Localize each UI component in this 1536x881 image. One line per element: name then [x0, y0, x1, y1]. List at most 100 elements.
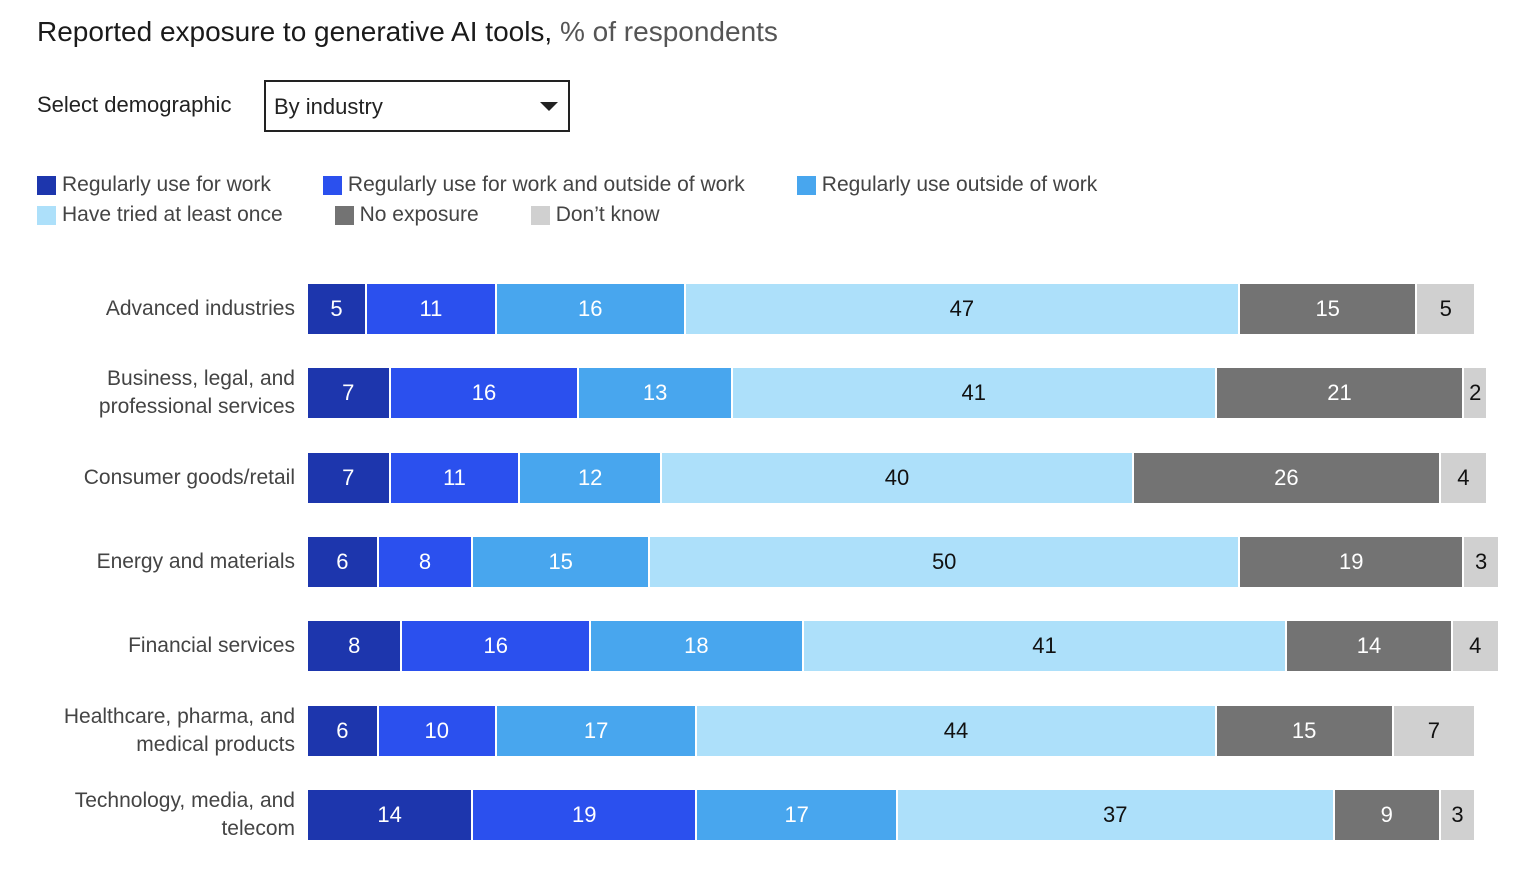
- legend-swatch: [322, 175, 342, 195]
- value-label: 7: [342, 380, 355, 406]
- bar-segment: 3: [1464, 536, 1498, 587]
- bar-segment: 3: [1440, 789, 1475, 840]
- bar-segment: 10: [378, 705, 495, 756]
- bar-segment: 47: [685, 284, 1239, 334]
- bar-segment: 26: [1134, 452, 1439, 503]
- bar-segment: 17: [496, 705, 696, 756]
- bar-segment: 8: [378, 536, 472, 587]
- legend-label: Have tried at least once: [62, 203, 283, 226]
- value-label: 6: [336, 717, 349, 743]
- value-label: 5: [330, 296, 343, 321]
- bar-segment: 14: [1287, 621, 1451, 672]
- value-label: 10: [424, 717, 450, 743]
- value-label: 8: [348, 633, 361, 659]
- bar-segment: 40: [662, 452, 1132, 503]
- value-label: 11: [443, 464, 466, 490]
- legend-swatch: [334, 205, 354, 225]
- legend-label: No exposure: [359, 203, 479, 226]
- value-label: 7: [1427, 717, 1441, 743]
- bar-segment: 7: [308, 452, 389, 503]
- bar-segment: 41: [803, 621, 1286, 672]
- value-label: 14: [377, 801, 402, 827]
- value-label: 7: [342, 464, 355, 490]
- value-label: 6: [336, 548, 349, 574]
- value-label: 12: [577, 464, 603, 490]
- value-label: 15: [1315, 296, 1340, 321]
- value-label: 17: [583, 717, 609, 743]
- value-label: 13: [642, 380, 668, 406]
- value-label: 41: [961, 380, 986, 406]
- dropdown-value: By industry: [274, 94, 383, 119]
- value-label: 3: [1474, 548, 1488, 574]
- bar-segment: 4: [1440, 452, 1486, 503]
- dropdown-arrow: [540, 102, 558, 111]
- category-label: Energy and materials: [96, 549, 295, 573]
- category-label: Advanced industries: [105, 297, 295, 320]
- value-label: 50: [931, 548, 957, 574]
- bar-segment: 18: [591, 621, 802, 672]
- chart-title: Reported exposure to generative AI tools…: [37, 16, 553, 47]
- bar-segment: 2: [1464, 368, 1486, 419]
- value-label: 9: [1380, 801, 1393, 827]
- value-label: 2: [1469, 380, 1482, 406]
- legend-item: Have tried at least once: [37, 203, 283, 227]
- category-label: Business, legal, and professional servic…: [98, 367, 295, 419]
- control-label: Select demographic: [37, 92, 232, 117]
- legend-label: Don’t know: [555, 203, 660, 226]
- legend-swatch: [530, 205, 550, 225]
- value-label: 15: [1291, 717, 1317, 743]
- value-label: 14: [1356, 633, 1382, 659]
- bar-segment: 11: [390, 452, 519, 503]
- bar-segment: 41: [732, 368, 1215, 419]
- value-label: 19: [1339, 548, 1364, 574]
- bar-segment: 16: [496, 284, 684, 334]
- bar-segment: 7: [308, 368, 389, 419]
- legend-item: No exposure: [334, 203, 479, 227]
- bar-segment: 19: [1240, 536, 1463, 587]
- legend-item: Regularly use outside of work: [796, 173, 1098, 197]
- value-label: 17: [784, 801, 809, 827]
- legend-item: Regularly use for work and outside of wo…: [322, 173, 745, 197]
- legend-label: Regularly use for work and outside of wo…: [347, 173, 745, 196]
- value-label: 47: [949, 296, 975, 321]
- bar-segment: 8: [308, 621, 401, 672]
- bar-segment: 11: [367, 284, 495, 334]
- value-label: 26: [1274, 464, 1299, 490]
- value-label: 40: [884, 464, 910, 490]
- bar-segment: 9: [1334, 789, 1439, 840]
- value-label: 15: [548, 548, 573, 574]
- value-label: 19: [572, 801, 597, 827]
- legend: Regularly use for work Regularly use for …: [37, 173, 1257, 227]
- legend-label: Regularly use for work: [62, 173, 271, 196]
- bar-segment: 5: [1417, 284, 1475, 334]
- bar-segment: 16: [402, 621, 590, 672]
- demographic-dropdown[interactable]: By industry: [264, 80, 570, 132]
- bar-segment: 15: [1240, 284, 1416, 334]
- category-label: Healthcare, pharma, and medical products: [63, 704, 295, 756]
- bar-segment: 19: [473, 789, 696, 840]
- bar-segment: 4: [1452, 621, 1498, 672]
- value-label: 3: [1451, 801, 1464, 827]
- bar-segment: 13: [579, 368, 731, 419]
- value-label: 4: [1457, 464, 1470, 490]
- legend-swatch: [796, 175, 816, 195]
- value-label: 8: [418, 548, 432, 574]
- value-label: 21: [1327, 380, 1352, 406]
- bar-segment: 5: [308, 284, 365, 334]
- value-label: 11: [419, 296, 443, 321]
- legend-label: Regularly use outside of work: [821, 173, 1098, 196]
- chart-subtitle: % of respondents: [560, 16, 778, 47]
- chart-heading: Reported exposure to generative AI tools…: [37, 16, 778, 48]
- bar-segment: 50: [650, 536, 1239, 587]
- bar-segment: 44: [697, 705, 1215, 756]
- bar-segment: 15: [473, 536, 649, 587]
- legend-item: Regularly use for work: [37, 173, 271, 197]
- category-label: Technology, media, and telecom: [74, 788, 295, 840]
- bar-segment: 7: [1393, 705, 1475, 756]
- bar-segment: 17: [697, 789, 896, 840]
- value-label: 16: [471, 380, 497, 406]
- value-label: 18: [684, 633, 709, 659]
- value-label: 16: [577, 296, 603, 321]
- bar-segment: 16: [390, 368, 578, 419]
- bar-segment: 15: [1216, 705, 1392, 756]
